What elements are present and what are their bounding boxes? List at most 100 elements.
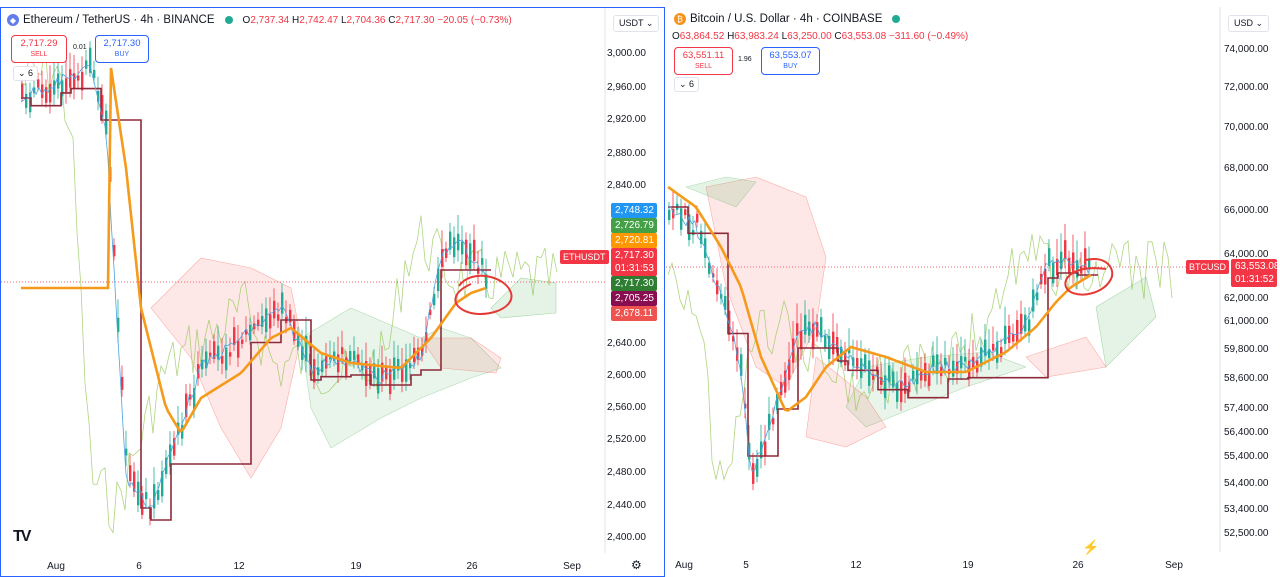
candle-body [848, 347, 851, 354]
ichimoku-cloud [1095, 276, 1157, 368]
candle-body [680, 208, 683, 230]
candle-body [824, 335, 827, 349]
candle-body [45, 87, 48, 103]
candle-body [173, 438, 176, 456]
market-open-icon [224, 16, 233, 24]
eth-chart-pane[interactable]: ◆ Ethereum / TetherUS · 4h · BINANCE O2,… [0, 7, 665, 577]
price-tick-label: 70,000.00 [1224, 122, 1269, 133]
candle-body [988, 349, 991, 359]
price-tag: 2,748.32 [611, 203, 657, 218]
candle-body [764, 441, 767, 456]
date-tick-label: 19 [962, 560, 974, 571]
candle-body [277, 314, 280, 321]
candle-body [141, 493, 144, 515]
eth-symbol-title[interactable]: Ethereum / TetherUS · 4h · BINANCE [23, 14, 215, 26]
price-tick-label: 2,880.00 [607, 148, 646, 159]
btc-symbol-title[interactable]: Bitcoin / U.S. Dollar · 4h · COINBASE [690, 13, 883, 25]
candle-body [1064, 240, 1067, 259]
candle-body [888, 365, 891, 383]
date-tick-label: 12 [233, 561, 245, 572]
candle-body [1012, 334, 1015, 342]
price-tick-label: 2,840.00 [607, 180, 646, 191]
candle-body [117, 317, 120, 332]
candle-body [804, 314, 807, 335]
btc-chart-pane[interactable]: ₿ Bitcoin / U.S. Dollar · 4h · COINBASE … [666, 7, 1280, 577]
price-tick-label: 2,400.00 [607, 532, 646, 543]
candle-body [289, 309, 292, 323]
candle-body [780, 381, 783, 396]
candle-body [169, 444, 172, 467]
eth-currency-select[interactable]: USDT ⌄ [613, 15, 660, 32]
candle-body [365, 361, 368, 386]
moving-average-line [21, 67, 487, 434]
candle-body [421, 348, 424, 356]
eth-buy-button[interactable]: 2,717.30 BUY [95, 35, 149, 63]
candle-body [744, 403, 747, 409]
candle-body [337, 354, 340, 373]
candle-body [453, 237, 456, 258]
candle-body [712, 273, 715, 278]
candle-body [724, 295, 727, 310]
candle-body [61, 80, 64, 97]
candle-body [928, 372, 931, 387]
candle-body [772, 417, 775, 425]
price-tick-label: 59,800.00 [1224, 344, 1269, 355]
candle-body [229, 352, 232, 357]
candle-body [397, 358, 400, 371]
btc-currency-select[interactable]: USD ⌄ [1228, 15, 1270, 32]
settings-icon[interactable]: ⚙ [631, 558, 642, 572]
btc-sell-button[interactable]: 63,551.11 SELL [674, 47, 733, 75]
eth-indicators-collapse[interactable]: ⌄ 6 [13, 66, 39, 81]
candle-body [261, 315, 264, 327]
candle-body [389, 369, 392, 395]
date-tick-label: Sep [563, 561, 581, 572]
btc-indicators-collapse[interactable]: ⌄ 6 [674, 77, 700, 92]
candle-body [401, 365, 404, 382]
candle-body [85, 60, 88, 69]
eth-chart-canvas[interactable] [1, 8, 665, 577]
price-tick-label: 72,000.00 [1224, 82, 1269, 93]
candle-body [201, 359, 204, 370]
lightning-icon[interactable]: ⚡ [1082, 539, 1100, 555]
candle-body [481, 258, 484, 265]
candle-body [952, 360, 955, 377]
btc-chart-canvas[interactable] [666, 7, 1280, 577]
candle-body [876, 366, 879, 372]
price-tick-label: 2,640.00 [607, 338, 646, 349]
candle-body [920, 370, 923, 381]
price-tick-label: 52,500.00 [1224, 528, 1269, 539]
candle-body [912, 370, 915, 380]
candle-body [81, 71, 84, 91]
candle-body [129, 465, 132, 482]
tradingview-logo[interactable]: TV [13, 528, 32, 545]
candle-body [1048, 248, 1051, 267]
candle-body [165, 457, 168, 474]
candle-body [972, 356, 975, 368]
candle-body [1000, 347, 1003, 358]
candle-body [225, 347, 228, 371]
candle-body [325, 356, 328, 369]
moving-average-line [667, 185, 1092, 412]
btc-symbol-tag: BTCUSD [1186, 260, 1230, 274]
eth-sell-button[interactable]: 2,717.29 SELL [11, 35, 67, 63]
date-tick-label: Aug [675, 560, 693, 571]
price-tag: 01:31:53 [611, 261, 657, 276]
candle-body [856, 358, 859, 369]
candle-body [65, 78, 68, 92]
candle-body [153, 484, 156, 509]
candle-body [1004, 325, 1007, 344]
candle-body [980, 347, 983, 367]
btc-spread: 1.96 [738, 56, 752, 63]
candle-body [77, 75, 80, 81]
candle-body [345, 357, 348, 376]
candle-body [185, 393, 188, 418]
candle-body [884, 375, 887, 398]
candle-body [357, 354, 360, 364]
candle-body [756, 458, 759, 477]
price-tag: 2,705.25 [611, 291, 657, 306]
btc-buy-button[interactable]: 63,553.07 BUY [761, 47, 820, 75]
candle-body [441, 249, 444, 267]
candle-body [1020, 313, 1023, 334]
price-tick-label: 53,400.00 [1224, 504, 1269, 515]
candle-body [353, 350, 356, 360]
